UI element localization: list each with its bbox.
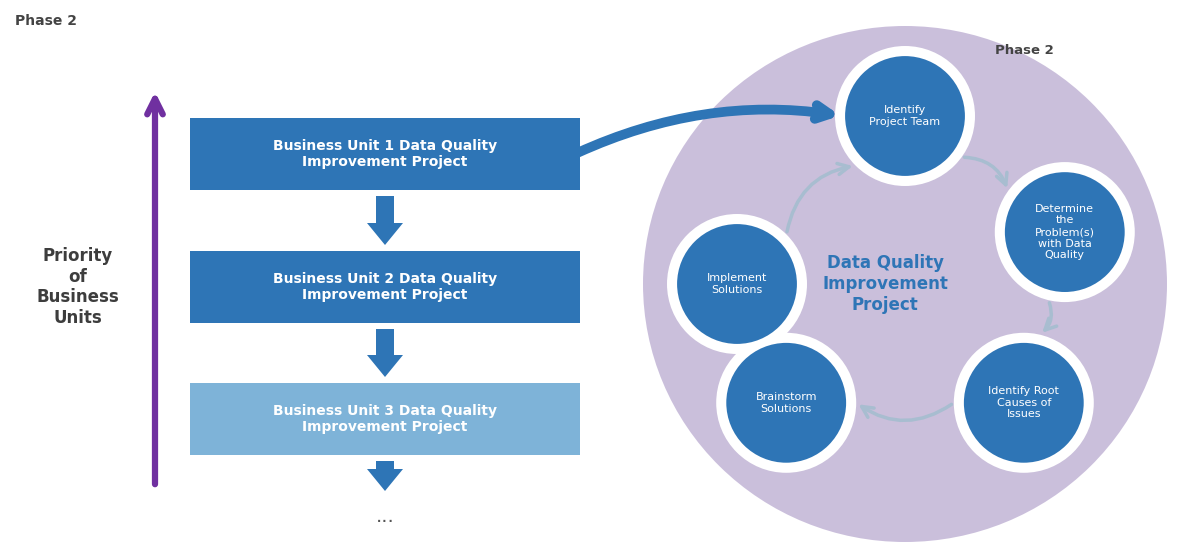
Circle shape <box>995 162 1135 302</box>
Polygon shape <box>376 196 394 223</box>
Circle shape <box>961 341 1086 465</box>
Text: Business Unit 2 Data Quality
Improvement Project: Business Unit 2 Data Quality Improvement… <box>272 272 497 302</box>
Polygon shape <box>367 355 403 377</box>
Circle shape <box>954 333 1093 473</box>
Circle shape <box>844 54 967 178</box>
FancyBboxPatch shape <box>190 383 580 455</box>
Text: ...: ... <box>376 508 395 527</box>
Circle shape <box>716 333 857 473</box>
Circle shape <box>725 341 848 465</box>
Circle shape <box>835 46 976 186</box>
Polygon shape <box>367 223 403 245</box>
Text: Determine
the
Problem(s)
with Data
Quality: Determine the Problem(s) with Data Quali… <box>1034 204 1094 260</box>
Circle shape <box>1003 170 1127 294</box>
Ellipse shape <box>643 26 1166 542</box>
Text: Priority
of
Business
Units: Priority of Business Units <box>37 247 119 327</box>
Text: Implement
Solutions: Implement Solutions <box>707 273 767 295</box>
Circle shape <box>667 214 808 354</box>
Circle shape <box>676 222 799 346</box>
FancyBboxPatch shape <box>190 118 580 190</box>
Text: Brainstorm
Solutions: Brainstorm Solutions <box>756 392 817 414</box>
Text: Phase 2: Phase 2 <box>14 14 77 28</box>
Text: Business Unit 1 Data Quality
Improvement Project: Business Unit 1 Data Quality Improvement… <box>272 139 497 169</box>
Polygon shape <box>376 329 394 355</box>
Text: Data Quality
Improvement
Project: Data Quality Improvement Project <box>822 254 948 314</box>
FancyBboxPatch shape <box>190 251 580 323</box>
Text: Business Unit 3 Data Quality
Improvement Project: Business Unit 3 Data Quality Improvement… <box>272 404 497 434</box>
Text: Identify
Project Team: Identify Project Team <box>870 105 941 127</box>
Polygon shape <box>367 469 403 491</box>
Polygon shape <box>376 461 394 469</box>
Text: Identify Root
Causes of
Issues: Identify Root Causes of Issues <box>989 386 1060 419</box>
Text: Phase 2: Phase 2 <box>995 44 1054 57</box>
